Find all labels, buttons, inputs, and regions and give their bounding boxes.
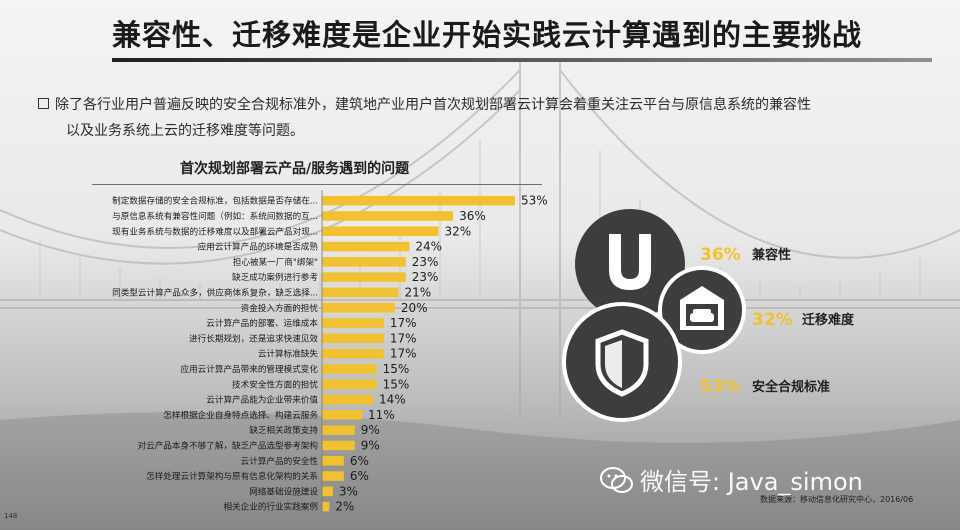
value-label: 15% (383, 377, 410, 391)
bar (322, 348, 384, 359)
bar (322, 456, 344, 466)
title-underline (112, 58, 932, 62)
car-garage-icon (680, 286, 724, 330)
icon-cluster (562, 209, 746, 422)
bar (322, 257, 406, 267)
bar (322, 195, 515, 206)
category-label: 资金投入方面的担忧 (241, 302, 319, 314)
value-label: 15% (383, 362, 410, 376)
category-label: 云计算标准缺失 (258, 348, 319, 360)
category-label: 担心被某一厂商"绑架" (233, 256, 318, 268)
bar (322, 486, 333, 497)
category-label: 云计算产品的安全性 (241, 455, 319, 467)
category-label: 同类型云计算产品众多，供应商体系复杂，缺乏选择... (112, 286, 318, 298)
bar (322, 318, 384, 328)
category-label: 应用云计算产品带来的管理模式变化 (180, 363, 318, 375)
magnet-icon (609, 234, 651, 290)
bullet-square-icon (38, 98, 49, 109)
summary-line-1: 除了各行业用户普遍反映的安全合规标准外，建筑地产业用户首次规划部署云计算会着重关… (55, 97, 811, 113)
highlight-label-compat: 兼容性 (752, 247, 791, 263)
bar (322, 394, 373, 405)
highlight-labels: 36% 兼容性 32% 迁移难度 53% 安全合规标准 (700, 245, 855, 397)
category-label: 现有业务系统与数据的迁移难度以及部署云产品对现... (112, 225, 318, 237)
bar (322, 211, 454, 221)
chart-title: 首次规划部署云产品/服务遇到的问题 (180, 161, 410, 177)
category-label: 制定数据存储的安全合规标准，包括数据是否存储在... (112, 195, 318, 207)
highlight-pct-compat: 36% (700, 245, 741, 265)
bar (322, 272, 406, 282)
bar (322, 471, 344, 481)
page-title: 兼容性、迁移难度是企业开始实践云计算遇到的主要挑战 (112, 18, 863, 52)
magnet-circle (575, 209, 685, 319)
category-label: 应用云计算产品的环境是否成熟 (198, 241, 319, 253)
bar (322, 410, 363, 420)
chart-title-underline (92, 184, 542, 185)
category-label: 相关企业的行业实践案例 (223, 501, 318, 513)
category-label: 缺乏相关政策支持 (249, 424, 318, 436)
value-label: 21% (404, 285, 431, 299)
value-label: 20% (401, 301, 428, 315)
value-label: 17% (390, 347, 417, 361)
category-label: 云计算产品能为企业带来价值 (206, 394, 318, 406)
bar (322, 226, 439, 236)
highlight-pct-migration: 32% (752, 310, 793, 330)
value-label: 14% (379, 393, 406, 407)
bar (322, 303, 395, 313)
wechat-icon (600, 467, 633, 493)
bar (322, 379, 377, 389)
shield-icon (595, 329, 649, 397)
value-label: 32% (445, 224, 472, 238)
highlight-label-security: 安全合规标准 (752, 379, 830, 395)
bar (322, 287, 399, 298)
bar (322, 501, 330, 512)
category-label: 缺乏成功案例进行参考 (232, 271, 318, 283)
bar (322, 364, 377, 374)
highlight-label-migration: 迁移难度 (802, 312, 855, 328)
bar (322, 440, 355, 451)
summary-line-2: 以及业务系统上云的迁移难度等问题。 (66, 123, 304, 139)
value-label: 23% (412, 255, 439, 269)
value-label: 23% (412, 270, 439, 284)
category-label: 网络基础设施建设 (249, 485, 318, 497)
wechat-watermark: 微信号: Java_simon (640, 468, 863, 496)
data-source: 数据来源：移动信息化研究中心，2016/06 (760, 495, 914, 504)
value-label: 36% (459, 209, 486, 223)
page-number: 148 (4, 512, 18, 520)
category-label: 怎样处理云计算架构与原有信息化架构的关系 (146, 470, 318, 482)
category-label: 云计算产品的部署、运维成本 (206, 317, 318, 329)
value-label: 17% (390, 316, 417, 330)
category-label: 技术安全性方面的担忧 (232, 378, 318, 390)
value-label: 53% (521, 194, 548, 208)
value-label: 6% (350, 454, 369, 468)
value-label: 11% (368, 408, 395, 422)
category-label: 进行长期规划，还是追求快速见效 (189, 332, 318, 344)
bar (322, 241, 410, 252)
value-label: 17% (390, 331, 417, 345)
summary-paragraph: 除了各行业用户普遍反映的安全合规标准外，建筑地产业用户首次规划部署云计算会着重关… (38, 92, 938, 144)
highlight-pct-security: 53% (700, 377, 741, 397)
bar (322, 425, 355, 435)
category-label: 怎样根据企业自身特点选择、构建云服务 (163, 409, 318, 421)
value-label: 24% (415, 240, 442, 254)
value-label: 3% (339, 484, 358, 498)
category-label: 与原信息系统有兼容性问题（例如：系统间数据的互... (112, 210, 318, 222)
value-label: 6% (350, 469, 369, 483)
value-label: 9% (361, 423, 380, 437)
value-label: 2% (335, 500, 354, 514)
category-label: 对云产品本身不够了解，缺乏产品选型参考架构 (138, 439, 319, 451)
value-label: 9% (361, 438, 380, 452)
bar (322, 333, 384, 344)
